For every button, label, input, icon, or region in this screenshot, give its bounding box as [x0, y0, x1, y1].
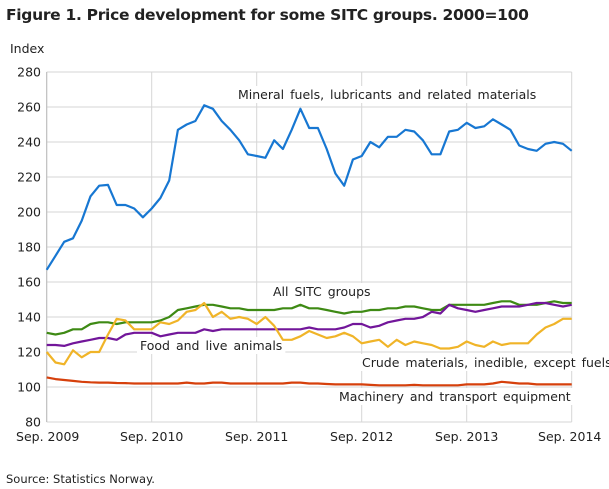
y-tick-label: 160	[17, 275, 41, 290]
source-note: Source: Statistics Norway.	[6, 472, 155, 486]
y-axis-title: Index	[10, 41, 44, 56]
y-tick-label: 100	[17, 380, 41, 395]
axes: 80 100 120 140 160 180 200 220 240 260 280 Sep. 200…	[10, 41, 601, 444]
x-tick-label: Sep. 2012	[330, 429, 393, 444]
y-tick-label: 220	[17, 170, 41, 185]
series-line-2	[46, 301, 572, 347]
label-background	[336, 388, 574, 405]
label-background	[235, 86, 540, 103]
series-labels: Mineral fuels, lubricants and related ma…	[140, 87, 609, 404]
series-label: Machinery and transport equipment	[339, 389, 571, 404]
y-tick-label: 200	[17, 205, 41, 220]
x-tick-label: Sep. 2013	[435, 429, 498, 444]
y-tick-label: 280	[17, 65, 41, 80]
y-tick-label: 180	[17, 240, 41, 255]
series-label: All SITC groups	[273, 284, 371, 299]
y-tick-label: 260	[17, 100, 41, 115]
label-background	[137, 337, 286, 354]
series-line-4	[46, 376, 572, 387]
series-line-1	[46, 300, 572, 336]
label-background	[359, 354, 609, 371]
series-label: Crude materials, inedible, except fuels	[362, 355, 609, 370]
gridlines	[46, 71, 609, 423]
label-background	[270, 283, 374, 300]
x-tick-label: Sep. 2014	[538, 429, 601, 444]
series-label: Food and live animals	[140, 338, 282, 353]
label-backgrounds	[137, 86, 609, 405]
y-tick-label: 80	[25, 415, 41, 430]
x-tick-label: Sep. 2009	[16, 429, 79, 444]
x-tick-label: Sep. 2010	[120, 429, 183, 444]
series-label: Mineral fuels, lubricants and related ma…	[238, 87, 536, 102]
y-tick-label: 140	[17, 310, 41, 325]
y-tick-label: 120	[17, 345, 41, 360]
series-line-3	[45, 301, 572, 366]
x-tick-label: Sep. 2011	[225, 429, 288, 444]
chart-title: Figure 1. Price development for some SIT…	[6, 6, 529, 24]
series-line-0	[45, 104, 573, 271]
series-lines	[45, 104, 573, 387]
y-tick-label: 240	[17, 135, 41, 150]
